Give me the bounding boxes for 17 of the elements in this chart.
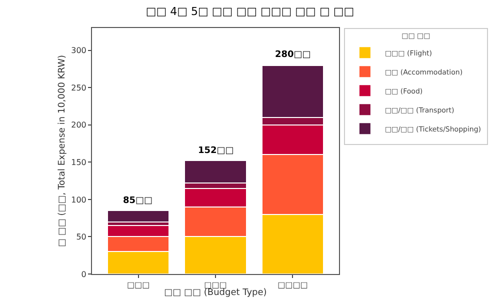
chart-title: □□ 4□ 5□ □□ □□ □□□ □□ □ □□ bbox=[146, 5, 354, 18]
x-tick-label: □□□ bbox=[126, 280, 150, 290]
y-tick-label: 300 bbox=[71, 46, 86, 56]
x-axis-title: □□ □□ (Budget Type) bbox=[164, 288, 267, 298]
total-label: 152□□ bbox=[198, 146, 234, 156]
bar bbox=[106, 210, 170, 222]
x-tick-label: □□□□ bbox=[278, 280, 308, 290]
total-label: 85□□ bbox=[123, 196, 153, 206]
x-tick-label: □□□ bbox=[204, 280, 227, 290]
y-tick-label: 150 bbox=[71, 158, 86, 167]
total-label: 280□□ bbox=[275, 50, 311, 60]
y-tick-label: 100 bbox=[71, 195, 86, 204]
y-tick-label: 200 bbox=[71, 120, 86, 130]
y-tick-label: 50 bbox=[76, 232, 86, 242]
y-tick-label: 0 bbox=[81, 270, 86, 279]
y-axis-title: □ □□ (□□, Total Expense in 10,000 KRW) bbox=[57, 54, 68, 248]
y-tick-label: 250 bbox=[71, 83, 86, 92]
